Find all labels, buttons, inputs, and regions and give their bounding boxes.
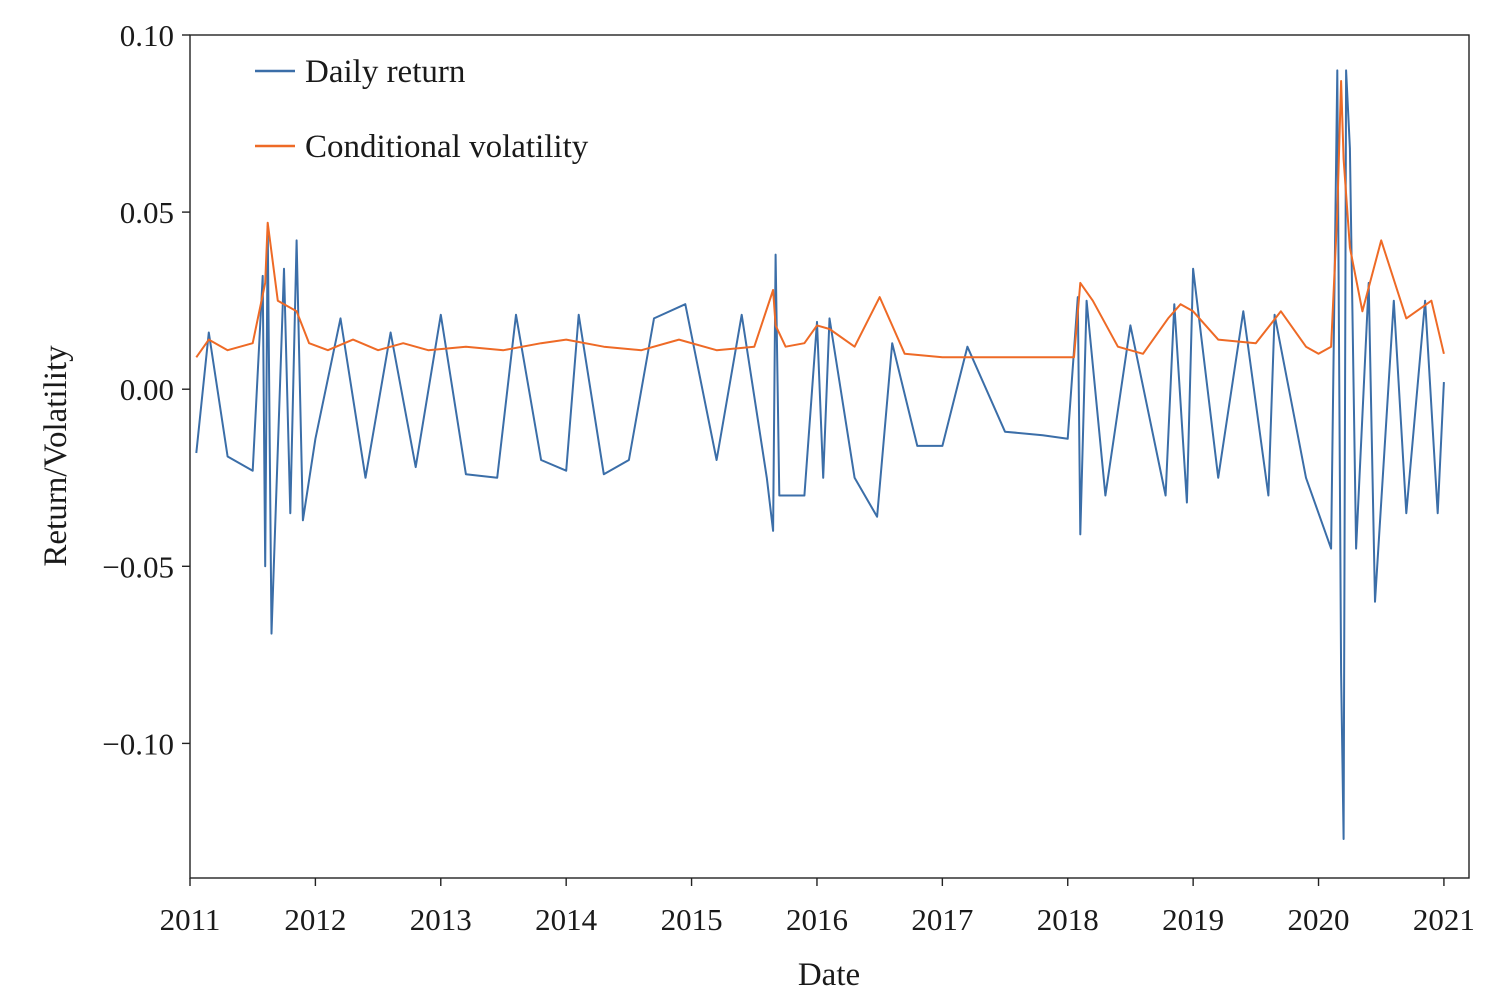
y-tick-label: 0.00	[120, 372, 174, 407]
y-axis-title: Return/Volatility	[38, 345, 74, 567]
x-tick-label: 2016	[786, 902, 848, 937]
series-daily-return	[195, 69, 1445, 840]
x-tick-label: 2011	[160, 902, 221, 937]
y-tick-label: −0.10	[102, 726, 174, 761]
y-tick-label: 0.10	[120, 18, 174, 53]
plot-frame	[189, 34, 1470, 879]
x-tick-label: 2017	[911, 902, 973, 937]
x-axis: 2011 2012 2013 2014 2015 2016 2017 2018 2019 2020…	[160, 878, 1475, 937]
series-conditional-volatility	[195, 80, 1445, 359]
legend-label-conditional-volatility: Conditional volatility	[305, 129, 589, 165]
x-tick-label: 2013	[410, 902, 472, 937]
x-axis-title: Date	[798, 957, 860, 993]
legend-label-daily-return: Daily return	[305, 54, 465, 90]
x-tick-label: 2019	[1162, 902, 1224, 937]
x-tick-label: 2012	[284, 902, 346, 937]
y-axis: 0.10 0.05 0.00 −0.05 −0.10	[102, 18, 190, 761]
x-tick-label: 2020	[1288, 902, 1350, 937]
y-tick-label: −0.05	[102, 549, 174, 584]
x-tick-label: 2021	[1413, 902, 1475, 937]
y-tick-label: 0.05	[120, 195, 174, 230]
legend: Daily return Conditional volatility	[255, 54, 589, 165]
x-tick-label: 2014	[535, 902, 598, 937]
series-layer	[195, 69, 1445, 840]
x-tick-label: 2018	[1037, 902, 1099, 937]
x-tick-label: 2015	[661, 902, 723, 937]
